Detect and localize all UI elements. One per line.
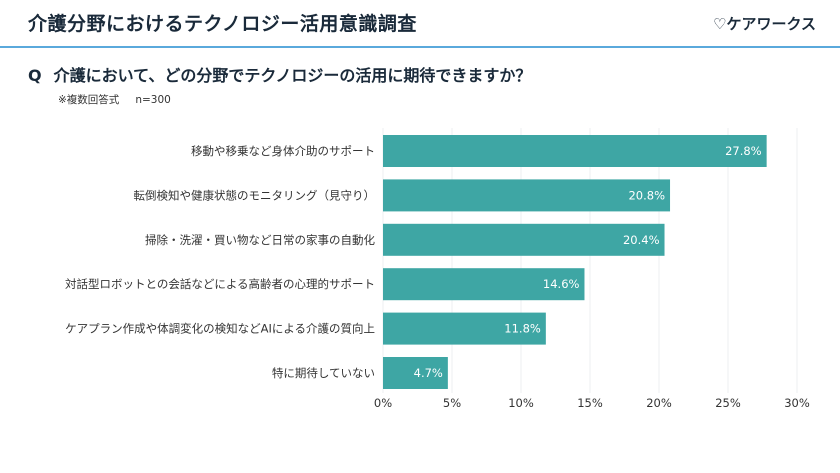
logo-text: ケアワークス <box>726 15 816 33</box>
tick-label: 25% <box>715 396 741 410</box>
category-label: ケアプラン作成や体調変化の検知などAIによる介護の質向上 <box>65 322 375 336</box>
bar <box>383 135 767 167</box>
question: Q 介護において、どの分野でテクノロジーの活用に期待できますか？ <box>28 62 531 86</box>
value-label: 4.7% <box>414 366 443 380</box>
tick-label: 5% <box>443 396 461 410</box>
bar <box>383 312 546 345</box>
category-label: 特に期待していない <box>272 366 375 380</box>
sample-size: n=300 <box>135 94 171 106</box>
tick-label: 10% <box>508 396 534 410</box>
category-label: 転倒検知や健康状態のモニタリング（見守り） <box>134 188 376 202</box>
header: 介護分野におけるテクノロジー活用意識調査 ♡ケアワークス <box>0 0 840 48</box>
value-label: 11.8% <box>504 322 541 336</box>
tick-label: 20% <box>646 396 672 410</box>
value-label: 20.4% <box>623 233 660 247</box>
survey-note: ※複数回答式 n=300 <box>58 92 187 107</box>
category-label: 掃除・洗濯・買い物など日常の家事の自動化 <box>145 233 375 247</box>
answer-type: ※複数回答式 <box>58 94 120 106</box>
bar <box>383 357 448 389</box>
value-label: 27.8% <box>725 144 762 158</box>
tick-label: 0% <box>374 396 392 410</box>
question-mark: Q <box>28 66 42 85</box>
bar <box>383 179 671 212</box>
bar <box>383 268 585 301</box>
value-label: 20.8% <box>628 188 665 202</box>
brand-logo: ♡ケアワークス <box>713 13 816 34</box>
category-label: 移動や移乗など身体介助のサポート <box>191 144 375 158</box>
tick-label: 15% <box>577 396 603 410</box>
heart-icon: ♡ <box>712 15 727 33</box>
question-text: 介護において、どの分野でテクノロジーの活用に期待できますか？ <box>53 66 532 85</box>
category-label: 対話型ロボットとの会話などによる高齢者の心理的サポート <box>65 277 375 291</box>
page-title: 介護分野におけるテクノロジー活用意識調査 <box>28 13 417 35</box>
tick-label: 30% <box>784 396 810 410</box>
value-label: 14.6% <box>543 277 580 291</box>
bar <box>383 223 665 256</box>
